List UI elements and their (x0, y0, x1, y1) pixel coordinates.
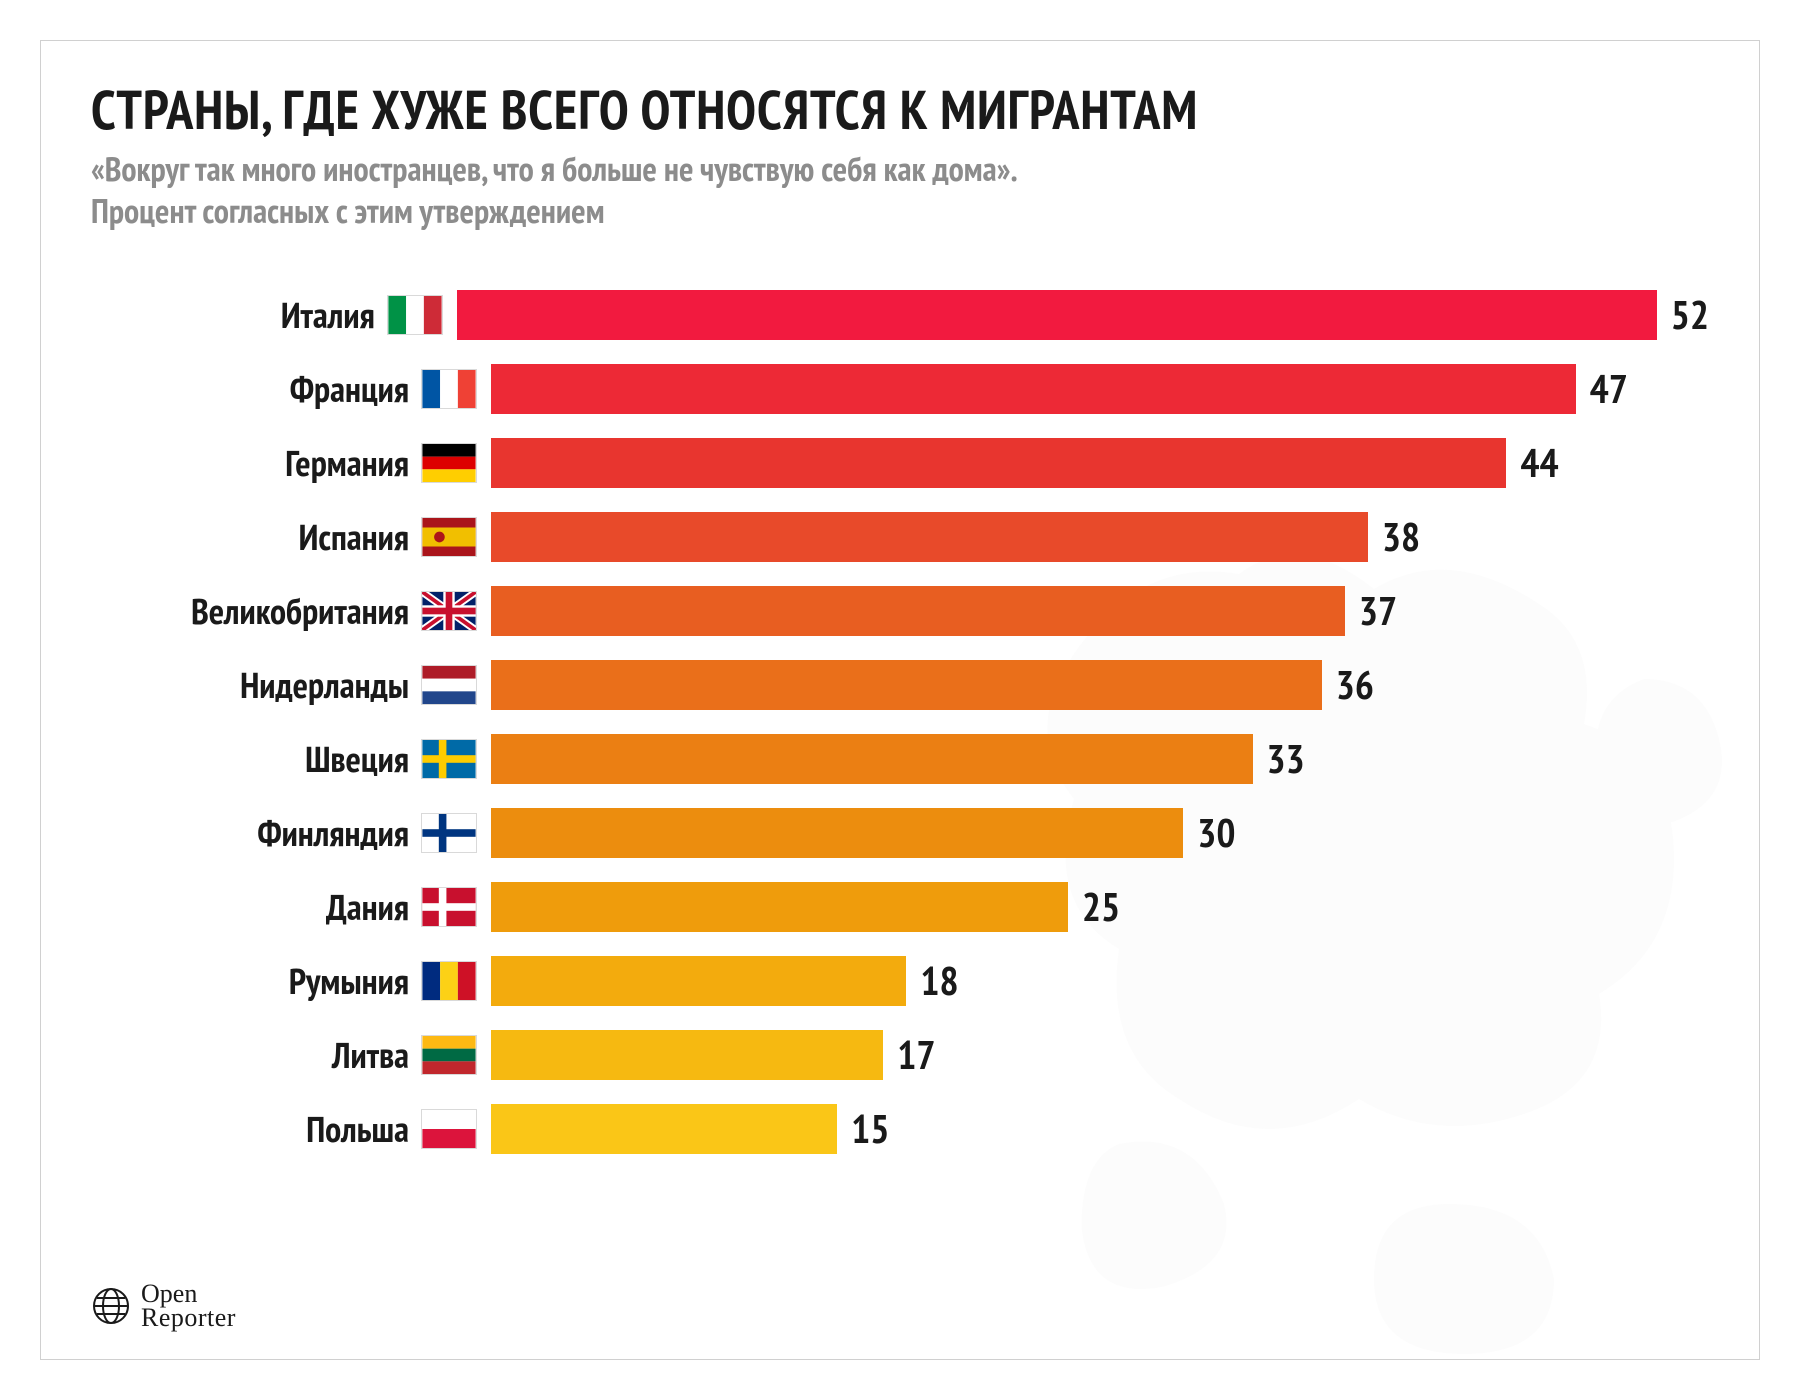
source-logo: Open Reporter (91, 1282, 236, 1331)
bar (491, 734, 1253, 784)
bar-cell: 30 (477, 807, 1709, 859)
bar (491, 586, 1345, 636)
spain-flag-icon (421, 517, 477, 557)
bar-cell: 47 (477, 363, 1709, 415)
bar-cell: 15 (477, 1103, 1709, 1155)
bar-value: 33 (1253, 733, 1305, 785)
country-label: Финляндия (91, 809, 421, 856)
country-label: Румыния (91, 957, 421, 1004)
italy-flag-icon (387, 295, 443, 335)
country-label: Германия (91, 439, 421, 486)
chart-row: Германия 44 (91, 426, 1709, 500)
bar (491, 660, 1322, 710)
logo-line2: Reporter (141, 1306, 236, 1331)
france-flag-icon (421, 369, 477, 409)
romania-flag-icon (421, 961, 477, 1001)
bar-cell: 37 (477, 585, 1709, 637)
chart-row: Нидерланды 36 (91, 648, 1709, 722)
globe-icon (91, 1286, 131, 1326)
country-label: Франция (91, 365, 421, 412)
bar-value: 18 (906, 955, 958, 1007)
bar-value: 37 (1345, 585, 1397, 637)
bar-cell: 36 (477, 659, 1709, 711)
bar (491, 882, 1068, 932)
chart-row: Швеция 33 (91, 722, 1709, 796)
bar-cell: 52 (443, 289, 1709, 341)
bar-cell: 25 (477, 881, 1709, 933)
chart-subtitle: «Вокруг так много иностранцев, что я бол… (91, 148, 1709, 233)
bar (457, 290, 1657, 340)
bar (491, 364, 1576, 414)
country-label: Швеция (91, 735, 421, 782)
lithuania-flag-icon (421, 1035, 477, 1075)
bar (491, 512, 1368, 562)
bar (491, 956, 906, 1006)
country-label: Дания (91, 883, 421, 930)
bar-value: 15 (837, 1103, 889, 1155)
country-label: Польша (91, 1105, 421, 1152)
bar-cell: 38 (477, 511, 1709, 563)
bar-value: 30 (1183, 807, 1235, 859)
bar-cell: 18 (477, 955, 1709, 1007)
country-label: Литва (91, 1031, 421, 1078)
bar-chart: Италия 52 Франция 47 Германия 44 Испания 38 Вели… (91, 278, 1709, 1166)
bar-value: 44 (1506, 437, 1558, 489)
chart-row: Румыния 18 (91, 944, 1709, 1018)
bar-value: 36 (1322, 659, 1374, 711)
finland-flag-icon (421, 813, 477, 853)
chart-title: СТРАНЫ, ГДЕ ХУЖЕ ВСЕГО ОТНОСЯТСЯ К МИГРА… (91, 81, 1709, 138)
bar-value: 52 (1657, 289, 1709, 341)
country-label: Испания (91, 513, 421, 560)
logo-text: Open Reporter (141, 1282, 236, 1331)
bar (491, 808, 1183, 858)
bar-value: 47 (1576, 363, 1628, 415)
chart-row: Испания 38 (91, 500, 1709, 574)
bar-cell: 33 (477, 733, 1709, 785)
germany-flag-icon (421, 443, 477, 483)
bar (491, 1104, 837, 1154)
country-label: Нидерланды (91, 661, 421, 708)
chart-row: Литва 17 (91, 1018, 1709, 1092)
country-label: Великобритания (91, 587, 421, 634)
bar (491, 1030, 883, 1080)
uk-flag-icon (421, 591, 477, 631)
chart-row: Финляндия 30 (91, 796, 1709, 870)
sweden-flag-icon (421, 739, 477, 779)
chart-row: Великобритания 37 (91, 574, 1709, 648)
poland-flag-icon (421, 1109, 477, 1149)
netherlands-flag-icon (421, 665, 477, 705)
outer-frame: СТРАНЫ, ГДЕ ХУЖЕ ВСЕГО ОТНОСЯТСЯ К МИГРА… (40, 40, 1760, 1360)
bar-cell: 44 (477, 437, 1709, 489)
chart-row: Италия 52 (91, 278, 1709, 352)
chart-row: Польша 15 (91, 1092, 1709, 1166)
country-label: Италия (91, 291, 387, 338)
denmark-flag-icon (421, 887, 477, 927)
chart-row: Дания 25 (91, 870, 1709, 944)
bar-value: 25 (1068, 881, 1120, 933)
bar-value: 17 (883, 1029, 935, 1081)
chart-row: Франция 47 (91, 352, 1709, 426)
bar-cell: 17 (477, 1029, 1709, 1081)
bar (491, 438, 1506, 488)
bar-value: 38 (1368, 511, 1420, 563)
